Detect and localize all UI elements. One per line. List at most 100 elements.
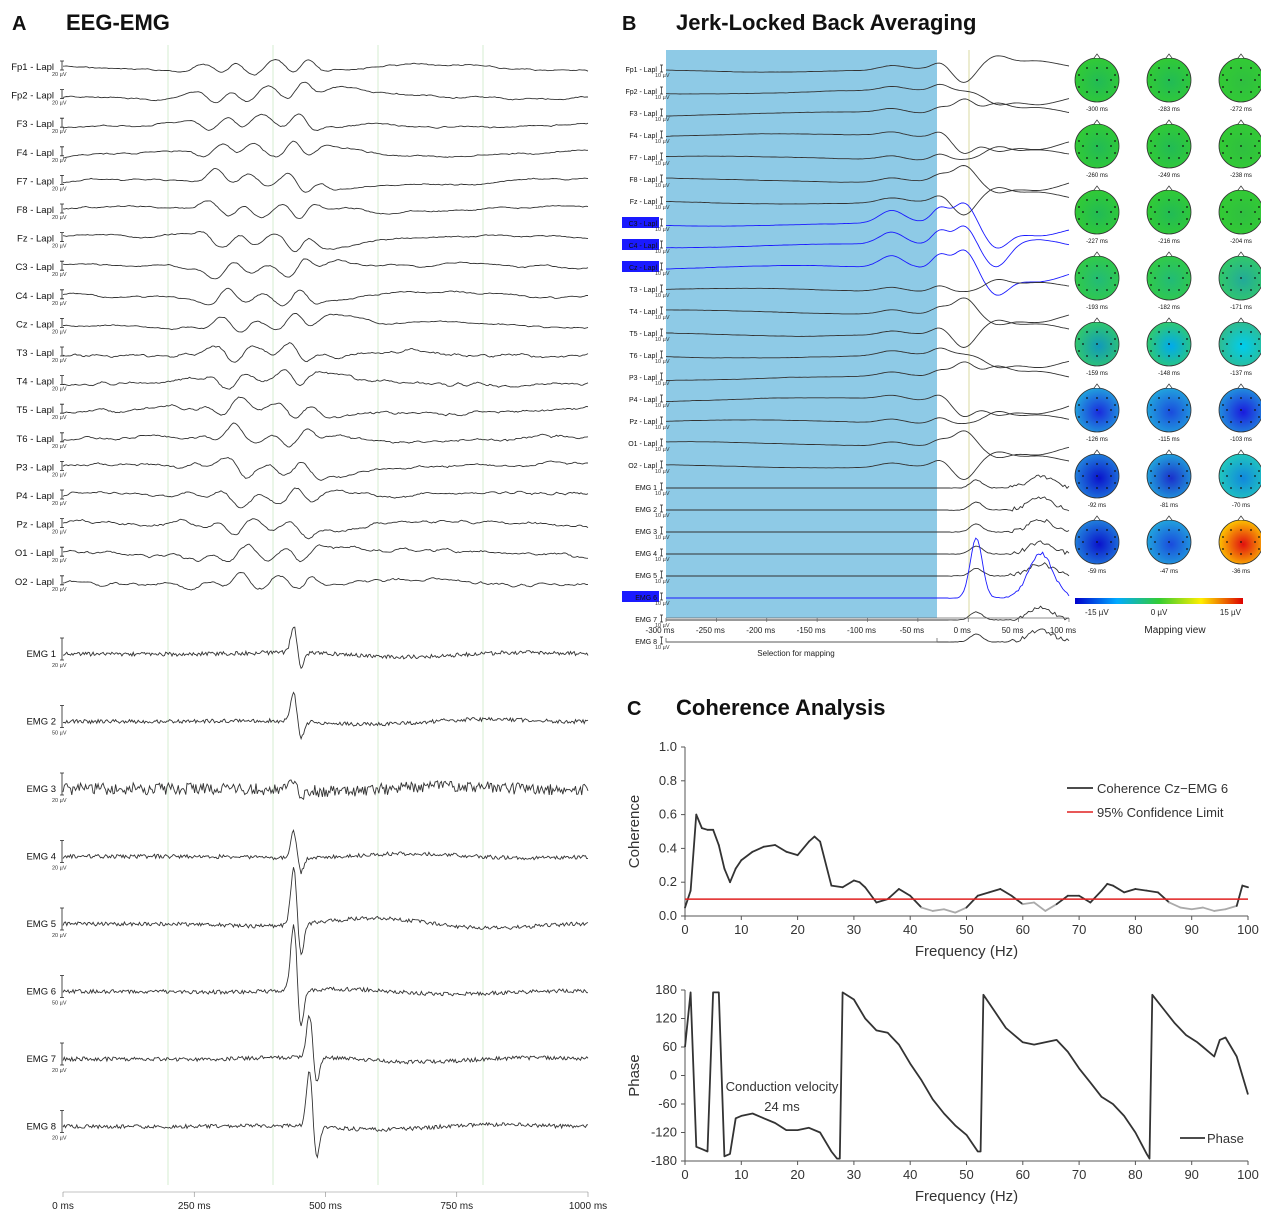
scale-bar xyxy=(60,203,64,214)
map-time-label: -182 ms xyxy=(1158,305,1180,311)
avg-trace xyxy=(665,279,1070,293)
electrode-dot xyxy=(1254,409,1256,411)
electrode-dot xyxy=(1222,536,1224,538)
avg-trace xyxy=(665,319,1070,348)
avg-trace xyxy=(666,474,1070,490)
electrode-dot xyxy=(1258,218,1260,220)
electrode-dot xyxy=(1254,211,1256,213)
coherence-segment xyxy=(712,828,720,846)
electrode-dot xyxy=(1150,284,1152,286)
coherence-segment xyxy=(1089,889,1103,904)
electrode-dot xyxy=(1182,79,1184,81)
electrode-dot xyxy=(1114,536,1116,538)
electrode-dot xyxy=(1158,91,1160,93)
eeg-channel-label: P4 - Lapl xyxy=(16,491,54,502)
scale-label: 10 µV xyxy=(655,447,670,453)
scale-bar xyxy=(660,64,663,73)
electrode-dot xyxy=(1168,79,1170,81)
electrode-dot xyxy=(1078,416,1080,418)
y-tick-label: 60 xyxy=(663,1039,677,1054)
scale-label: 20 µV xyxy=(52,387,67,393)
electrode-dot xyxy=(1222,350,1224,352)
coherence-segment xyxy=(1179,906,1193,911)
selection-bracket xyxy=(665,638,938,643)
map-time-label: -171 ms xyxy=(1230,305,1252,311)
x-tick-label: 20 xyxy=(790,1167,804,1182)
electrode-dot xyxy=(1086,91,1088,93)
emg-channel-label: EMG 6 xyxy=(26,987,56,998)
y-tick-label: 180 xyxy=(655,982,677,997)
electrode-dot xyxy=(1222,470,1224,472)
electrode-dot xyxy=(1158,421,1160,423)
scale-label: 10 µV xyxy=(655,315,670,321)
electrode-dot xyxy=(1106,265,1108,267)
electrode-dot xyxy=(1250,157,1252,159)
x-tick-label: 0 xyxy=(681,922,688,937)
avg-trace xyxy=(665,131,1070,154)
electrode-dot xyxy=(1158,265,1160,267)
electrode-dot xyxy=(1106,157,1108,159)
electrode-dot xyxy=(1182,145,1184,147)
scale-bar xyxy=(660,372,663,381)
electrode-dot xyxy=(1178,529,1180,531)
electrode-dot xyxy=(1226,277,1228,279)
scale-bar xyxy=(60,232,64,242)
coherence-segment xyxy=(1134,888,1148,892)
scale-label: 20 µV xyxy=(52,472,67,478)
electrode-dot xyxy=(1078,152,1080,154)
coherence-segment xyxy=(898,888,912,897)
electrode-dot xyxy=(1096,343,1098,345)
electrode-dot xyxy=(1250,463,1252,465)
coherence-segment xyxy=(751,845,765,853)
electrode-dot xyxy=(1096,529,1098,531)
topo-nose xyxy=(1237,383,1245,389)
electrode-dot xyxy=(1240,529,1242,531)
scale-label: 10 µV xyxy=(655,623,670,629)
eeg-trace xyxy=(62,59,589,76)
scale-label: 10 µV xyxy=(655,425,670,431)
map-time-label: -283 ms xyxy=(1158,107,1180,113)
electrode-dot xyxy=(1154,145,1156,147)
electrode-dot xyxy=(1158,553,1160,555)
electrode-dot xyxy=(1150,218,1152,220)
avg-trace xyxy=(665,361,1070,381)
electrode-dot xyxy=(1082,475,1084,477)
scale-bar xyxy=(660,548,663,557)
scale-bar xyxy=(60,907,64,931)
annotation-line-2: 24 ms xyxy=(764,1099,800,1114)
topo-nose xyxy=(1237,317,1245,323)
electrode-dot xyxy=(1150,152,1152,154)
electrode-dot xyxy=(1186,548,1188,550)
coherence-segment xyxy=(864,886,878,904)
emg-trace xyxy=(62,779,589,800)
electrode-dot xyxy=(1114,272,1116,274)
electrode-dot xyxy=(1186,206,1188,208)
scale-bar xyxy=(660,570,663,579)
scale-bar xyxy=(60,1042,64,1066)
electrode-dot xyxy=(1096,157,1098,159)
scale-label: 10 µV xyxy=(655,337,670,343)
panel-a-title: EEG-EMG xyxy=(66,10,170,35)
avg-trace xyxy=(666,496,1070,512)
map-time-label: -70 ms xyxy=(1232,503,1250,509)
electrode-dot xyxy=(1230,421,1232,423)
avg-trace xyxy=(666,540,1070,556)
coherence-segment xyxy=(909,894,923,909)
scale-label: 10 µV xyxy=(655,645,670,651)
scale-label: 10 µV xyxy=(655,513,670,519)
electrode-dot xyxy=(1096,475,1098,477)
avg-trace xyxy=(665,394,1070,418)
electrode-dot xyxy=(1086,223,1088,225)
electrode-dot xyxy=(1086,289,1088,291)
electrode-dot xyxy=(1086,331,1088,333)
scale-label: 20 µV xyxy=(52,444,67,450)
coherence-segment xyxy=(920,906,934,912)
electrode-dot xyxy=(1158,463,1160,465)
a-x-tick-label: 1000 ms xyxy=(569,1201,607,1212)
electrode-dot xyxy=(1158,133,1160,135)
electrode-dot xyxy=(1186,350,1188,352)
scale-label: 20 µV xyxy=(52,186,67,192)
coherence-segment xyxy=(819,840,833,887)
coherence-segment xyxy=(717,844,726,870)
b-x-tick-label: -250 ms xyxy=(696,626,725,635)
